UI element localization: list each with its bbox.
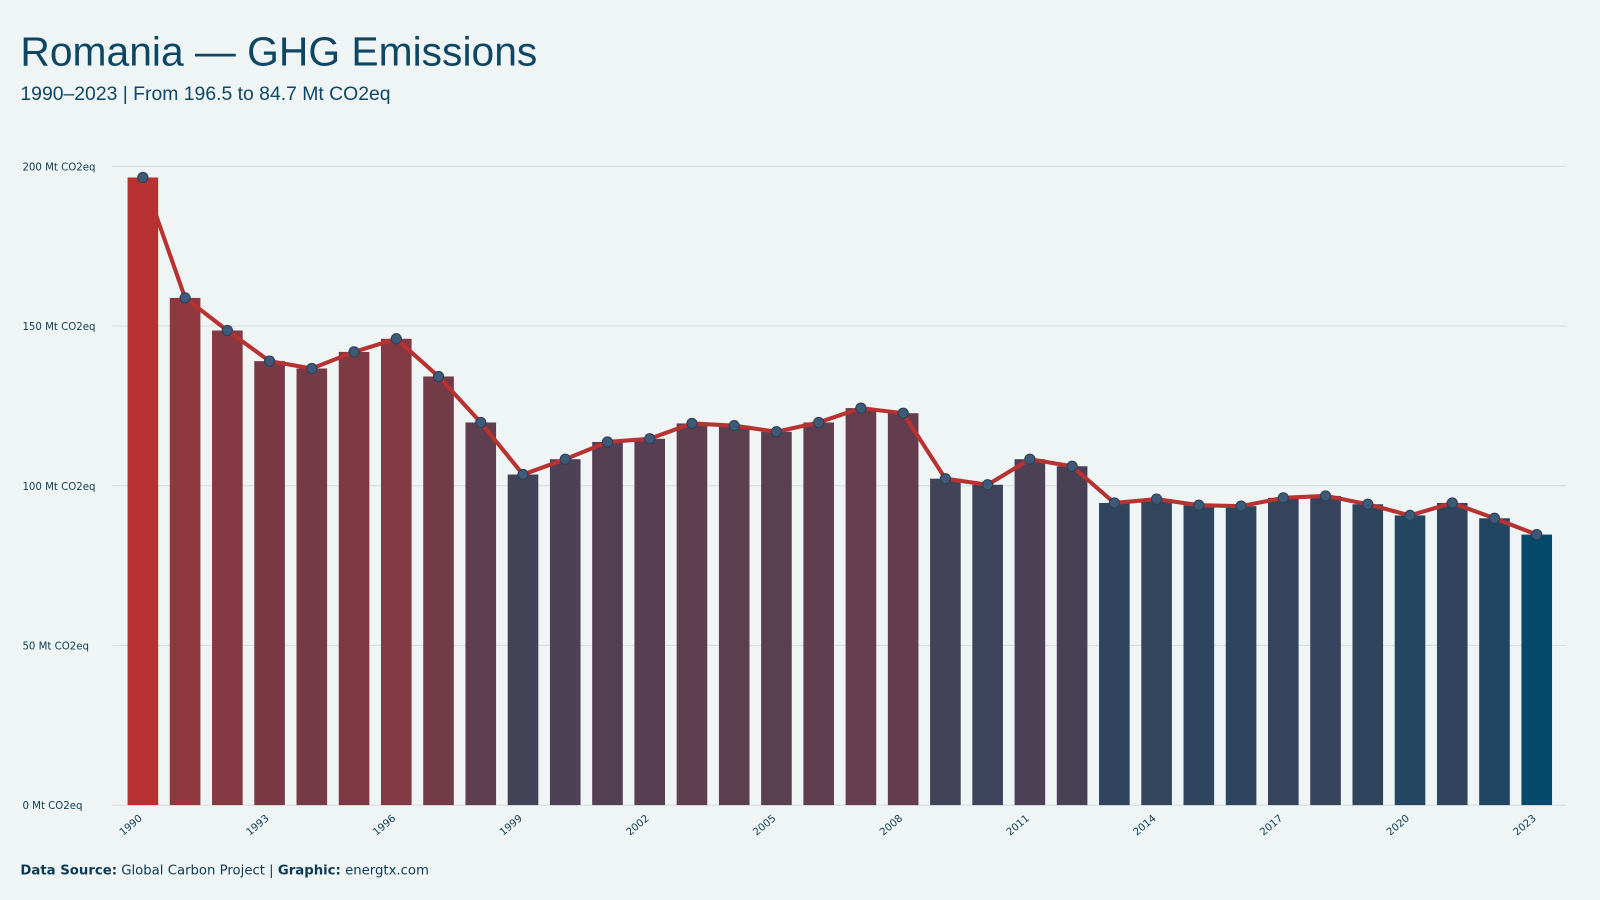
bar (1436, 502, 1468, 806)
bar (887, 413, 919, 806)
point (348, 346, 360, 358)
bar (1521, 534, 1553, 806)
point (601, 436, 614, 448)
point (813, 416, 825, 429)
bar (1479, 518, 1510, 806)
point (475, 416, 487, 429)
x-tick-label: 2005 (751, 813, 778, 838)
bar (507, 474, 539, 806)
x-tick-label: 2011 (1005, 813, 1032, 838)
y-tick-label: 0 Mt CO2eq (22, 801, 82, 812)
point (686, 417, 698, 430)
point (1446, 497, 1458, 509)
x-tick-label: 1990 (118, 813, 145, 838)
point (728, 420, 740, 432)
graphic: energtx.com (345, 863, 429, 878)
point (1235, 500, 1247, 512)
point (644, 433, 656, 445)
bar (212, 330, 243, 806)
bar (338, 351, 370, 806)
bar (296, 368, 328, 806)
x-tick-label: 1996 (371, 813, 398, 838)
source-label: Data Source: (20, 863, 117, 878)
point (559, 453, 571, 465)
point (306, 362, 318, 375)
bar (930, 478, 961, 806)
point (1066, 460, 1078, 472)
point (390, 333, 402, 345)
chart-title: Romania — GHG Emissions (20, 28, 537, 74)
point (1319, 490, 1332, 502)
bar (380, 338, 412, 806)
x-tick-label: 1993 (245, 813, 272, 838)
point (1488, 512, 1501, 524)
trend-line (140, 176, 1538, 537)
bar (1056, 466, 1088, 806)
point (432, 370, 445, 383)
point (179, 292, 191, 304)
bar (254, 361, 285, 806)
bar (761, 431, 792, 806)
x-tick-label: 1999 (498, 813, 525, 838)
point (1277, 492, 1289, 504)
bar (972, 484, 1003, 806)
point (897, 407, 909, 419)
bar (718, 425, 750, 806)
bar (127, 177, 159, 806)
x-tick-label: 2020 (1385, 813, 1412, 838)
point (1108, 497, 1120, 509)
bar (1352, 504, 1384, 806)
bar (1183, 505, 1215, 806)
x-tick-label: 2017 (1258, 813, 1285, 838)
x-tick-label: 2023 (1512, 813, 1539, 838)
source: Global Carbon Project | (121, 863, 273, 878)
x-tick-label: 2002 (625, 813, 652, 838)
x-tick-label: 2014 (1132, 813, 1159, 838)
point (1193, 499, 1205, 511)
point (982, 479, 994, 491)
y-tick-label: 50 Mt CO2eq (22, 641, 89, 652)
y-tick-label: 150 Mt CO2eq (22, 322, 95, 333)
graphic-label: Graphic: (278, 863, 341, 878)
y-tick-label: 100 Mt CO2eq (22, 482, 95, 493)
bar (1310, 495, 1341, 806)
point (1150, 493, 1163, 505)
point (1362, 498, 1374, 510)
bar (423, 376, 454, 806)
bar (1225, 506, 1257, 806)
point (1024, 453, 1036, 465)
footer: Data Source: Global Carbon Project | Gra… (20, 863, 429, 878)
bar (465, 422, 497, 806)
point (855, 402, 867, 414)
point (939, 473, 952, 485)
bar (592, 441, 623, 806)
point (1531, 528, 1543, 541)
bar (803, 422, 834, 806)
point (1404, 509, 1416, 522)
chart-subtitle: 1990–2023 | From 196.5 to 84.7 Mt CO2eq (20, 83, 390, 105)
bar (634, 438, 666, 806)
y-tick-label: 200 Mt CO2eq (22, 162, 95, 173)
bar (676, 423, 708, 806)
point (517, 468, 529, 481)
bar (549, 459, 581, 806)
bar (1267, 497, 1299, 806)
bar (1014, 459, 1046, 806)
bar (1141, 499, 1172, 806)
point (770, 426, 783, 438)
point (263, 355, 276, 367)
bar (1394, 515, 1426, 806)
bar (169, 297, 201, 806)
x-tick-label: 2008 (878, 813, 905, 838)
point (137, 171, 149, 184)
point (221, 324, 233, 337)
bar (1099, 502, 1130, 806)
bar (845, 408, 877, 806)
